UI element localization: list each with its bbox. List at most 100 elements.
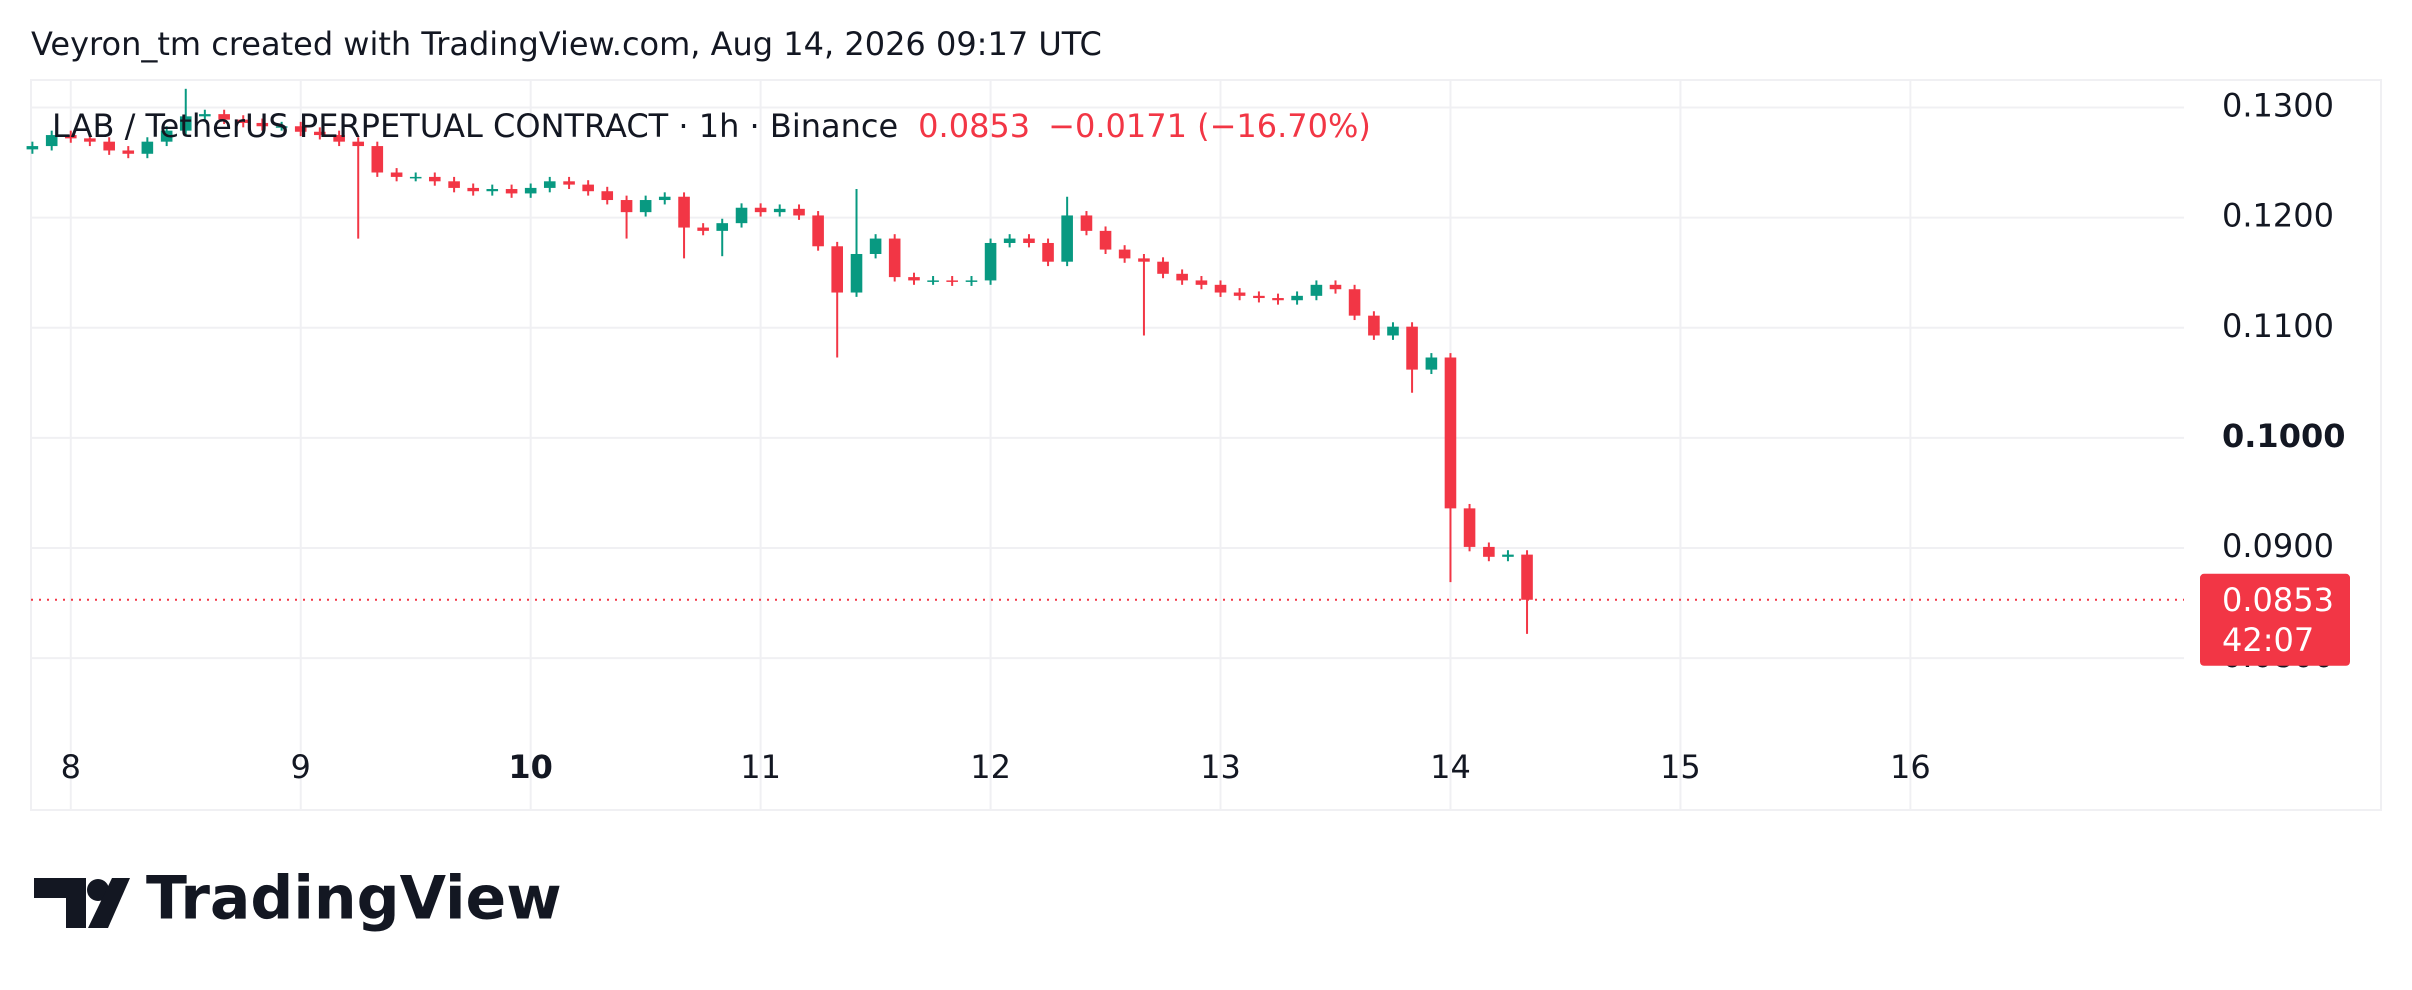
candle-body — [965, 280, 978, 282]
candle-body — [793, 208, 805, 216]
candle-body — [294, 126, 307, 132]
candle-body — [927, 280, 939, 282]
candle-body — [505, 189, 518, 194]
y-tick-label: 0.1000 — [2222, 417, 2345, 455]
y-tick-label: 0.0900 — [2222, 527, 2334, 565]
candle-body — [1003, 238, 1016, 243]
symbol: LAB / TetherUS PERPETUAL CONTRACT · 1h ·… — [52, 107, 898, 145]
candle-body — [1329, 284, 1342, 290]
logo-mark — [87, 879, 109, 901]
candle-body — [1214, 284, 1227, 293]
candle-body — [946, 280, 958, 282]
candle-body — [314, 131, 326, 136]
candle-body — [812, 215, 824, 247]
y-tick-label: 0.1100 — [2222, 307, 2334, 345]
candle-body — [1502, 554, 1514, 557]
candle-body — [1253, 295, 1265, 299]
candle-body — [1406, 326, 1418, 370]
countdown: 42:07 — [2222, 621, 2314, 659]
candle-body — [428, 176, 441, 182]
candle-body — [888, 238, 901, 278]
candle-body — [620, 200, 633, 213]
candle-body — [1023, 238, 1035, 243]
candle-body — [850, 253, 863, 293]
candle-body — [1099, 230, 1112, 250]
logo: TradingView — [34, 864, 562, 934]
candle-body — [1061, 215, 1073, 262]
candle-body — [179, 116, 192, 131]
candle-body — [697, 227, 709, 231]
x-tick-label: 9 — [291, 748, 311, 786]
candle-body — [1176, 273, 1188, 281]
candle-body — [754, 207, 767, 213]
candle-body — [563, 181, 575, 185]
candle-body — [256, 122, 269, 127]
candle-body — [869, 238, 882, 254]
logo-mark — [34, 878, 86, 928]
candle-body — [1425, 357, 1438, 370]
x-tick-label: 13 — [1200, 748, 1241, 786]
candle-body — [524, 187, 537, 194]
candle-body — [199, 114, 211, 117]
candle-body — [1233, 292, 1246, 296]
candles — [26, 88, 1533, 634]
candle-body — [160, 130, 173, 142]
candle-body — [831, 246, 843, 293]
candle-body — [716, 223, 729, 231]
candle-body — [467, 187, 479, 192]
candle-body — [1291, 295, 1303, 301]
candle-body — [390, 172, 403, 177]
candle-body — [773, 208, 786, 213]
candle-body — [601, 191, 614, 201]
candle-body — [275, 126, 288, 128]
candle-body — [1080, 215, 1093, 231]
price-change: −0.0171 (−16.70%) — [1048, 107, 1371, 145]
candle-body — [678, 196, 690, 228]
candle-body — [1521, 554, 1533, 600]
candle-body — [908, 277, 920, 281]
candle-body — [1387, 326, 1399, 336]
symbol-title: LAB / TetherUS PERPETUAL CONTRACT · 1h ·… — [52, 107, 1371, 145]
candle-body — [218, 114, 230, 120]
x-tick-label: 12 — [970, 748, 1011, 786]
y-tick-label: 0.1200 — [2222, 197, 2334, 235]
candle-body — [122, 150, 135, 154]
candle-body — [543, 181, 556, 188]
candle-body — [1483, 546, 1495, 557]
x-tick-label: 8 — [61, 748, 81, 786]
x-tick-label: 15 — [1660, 748, 1701, 786]
x-tick-label: 16 — [1890, 748, 1931, 786]
brand: TradingView — [146, 864, 562, 934]
candle-body — [1272, 298, 1284, 301]
x-tick-label: 10 — [508, 748, 553, 786]
candle-body — [84, 138, 96, 142]
candle-body — [1157, 261, 1169, 274]
candle-body — [735, 207, 748, 224]
candle-body — [1118, 249, 1131, 259]
candle-body — [1042, 242, 1054, 262]
candle-body — [658, 196, 671, 201]
candle-body — [103, 141, 115, 151]
last-price-label: 0.0853 — [2222, 581, 2334, 619]
x-tick-label: 14 — [1430, 748, 1471, 786]
candle-body — [1348, 289, 1361, 316]
candle-body — [141, 141, 154, 154]
last-price-box — [2200, 573, 2350, 666]
candle-body — [486, 189, 499, 192]
last-price: 0.0853 — [918, 107, 1030, 145]
attribution: Veyron_tm created with TradingView.com, … — [31, 25, 1102, 63]
candle-body — [45, 135, 58, 147]
candle-body — [1138, 258, 1150, 262]
x-tick-label: 11 — [740, 748, 781, 786]
candle-body — [64, 135, 77, 139]
candle-body — [582, 184, 594, 192]
logo-mark — [88, 878, 130, 928]
chart-frame — [30, 79, 2382, 811]
candle-body — [237, 119, 250, 123]
candle-body — [371, 146, 384, 173]
candle-body — [1195, 280, 1208, 285]
candle-body — [26, 146, 39, 150]
